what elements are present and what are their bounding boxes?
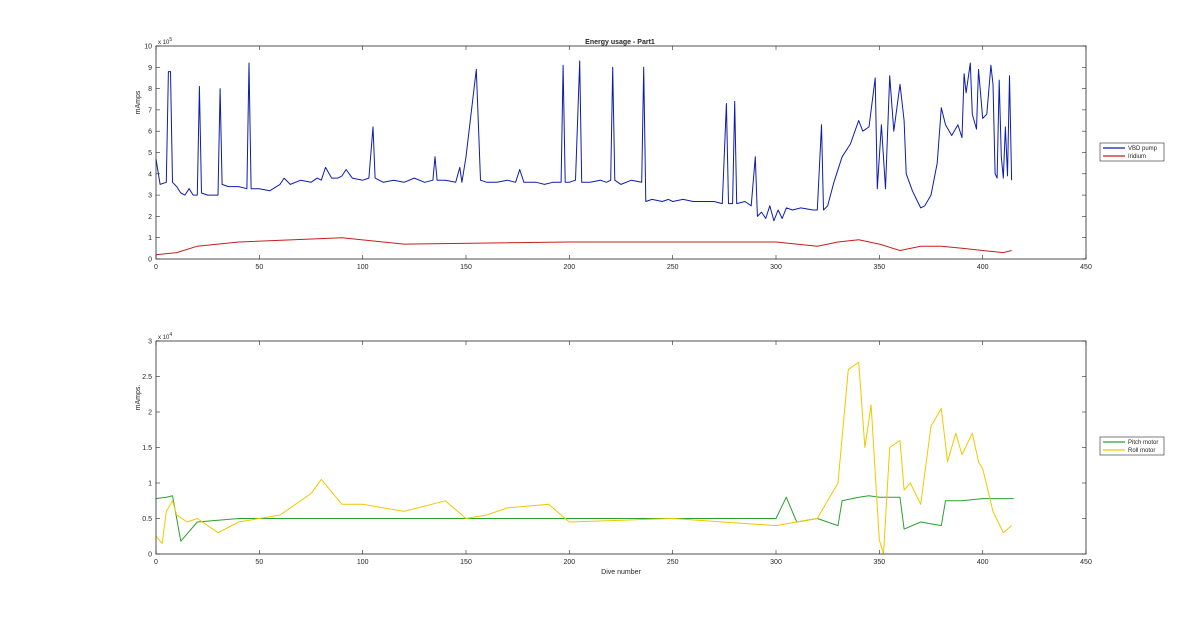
y-exponent-power: 5 <box>169 37 172 43</box>
x-tick-label: 200 <box>563 559 575 566</box>
y-exponent-power: 4 <box>169 332 172 338</box>
y-tick-label: 10 <box>144 44 152 51</box>
x-tick-label: 400 <box>977 559 989 566</box>
energy-subplot-top: Energy usage - Part1 x 105 0 50 100 150 200 2… <box>135 37 1165 272</box>
y-exponent-label: x 105 <box>158 37 172 46</box>
y-tick-label: 0 <box>148 552 152 559</box>
y-exponent-base: x 10 <box>158 40 170 46</box>
x-tick-label: 350 <box>873 559 885 566</box>
series-line-vbd-pump <box>155 60 1013 222</box>
bottom-series-layer <box>155 361 1014 555</box>
bottom-axes-box <box>155 340 1087 555</box>
y-tick-label: 8 <box>148 86 152 93</box>
x-tick-label: 200 <box>563 264 575 271</box>
legend-label: VBD pump <box>1128 146 1158 152</box>
y-tick-label: 1 <box>148 235 152 242</box>
x-tick-label: 300 <box>770 264 782 271</box>
x-tick-label: 300 <box>770 559 782 566</box>
y-axis-label: mAmps. <box>135 385 142 411</box>
x-tick-label: 100 <box>357 264 369 271</box>
y-tick-label: 0.5 <box>142 516 152 523</box>
y-tick-label: 2 <box>148 214 152 221</box>
y-tick-label: 7 <box>148 107 152 114</box>
x-axis-label: Dive number <box>601 569 641 576</box>
y-tick-label: 9 <box>148 65 152 72</box>
y-tick-label: 5 <box>148 150 152 157</box>
y-tick-label: 1.5 <box>142 445 152 452</box>
x-tick-label: 0 <box>154 264 158 271</box>
y-axis-label: mAmps <box>135 90 142 114</box>
y-tick-label: 0 <box>148 257 152 264</box>
y-tick-label: 2 <box>148 410 152 417</box>
y-tick-label: 6 <box>148 129 152 136</box>
series-line-iridium <box>155 237 1012 256</box>
top-series-layer <box>155 60 1013 256</box>
x-tick-label: 150 <box>460 559 472 566</box>
motor-subplot-bottom: x 104 0 50 100 150 200 250 300 350 400 450 0 0.5 1 1.… <box>135 332 1165 576</box>
legend-bottom: Pitch motor Roll motor <box>1099 436 1165 456</box>
x-tick-label: 350 <box>873 264 885 271</box>
legend-label: Roll motor <box>1128 448 1155 454</box>
legend-label: Pitch motor <box>1128 440 1158 446</box>
x-tick-label: 450 <box>1080 264 1092 271</box>
series-line-pitch-motor <box>155 495 1014 542</box>
y-tick-label: 2.5 <box>142 374 152 381</box>
series-line-roll-motor <box>155 361 1012 555</box>
x-tick-label: 400 <box>977 264 989 271</box>
x-tick-label: 100 <box>357 559 369 566</box>
top-axes-box <box>155 45 1087 260</box>
y-exponent-label: x 104 <box>158 332 172 341</box>
y-tick-label: 1 <box>148 481 152 488</box>
x-tick-label: 250 <box>667 264 679 271</box>
x-tick-label: 50 <box>255 559 263 566</box>
x-tick-label: 50 <box>255 264 263 271</box>
x-tick-label: 0 <box>154 559 158 566</box>
legend-top: VBD pump Iridium <box>1099 142 1165 162</box>
x-tick-label: 150 <box>460 264 472 271</box>
y-exponent-base: x 10 <box>158 335 170 341</box>
x-tick-label: 450 <box>1080 559 1092 566</box>
bottom-tick-layer: 0 50 100 150 200 250 300 350 400 450 0 0.5 1 1.5 2 2.5 3 <box>142 339 1092 567</box>
chart-title: Energy usage - Part1 <box>585 39 655 46</box>
legend-label: Iridium <box>1128 154 1146 160</box>
top-tick-layer: 0 50 100 150 200 250 300 350 400 450 0 1 2 3 4 5 6 7 8 9 10 <box>144 44 1092 272</box>
x-tick-label: 250 <box>667 559 679 566</box>
y-tick-label: 3 <box>148 193 152 200</box>
y-tick-label: 4 <box>148 171 152 178</box>
y-tick-label: 3 <box>148 339 152 346</box>
